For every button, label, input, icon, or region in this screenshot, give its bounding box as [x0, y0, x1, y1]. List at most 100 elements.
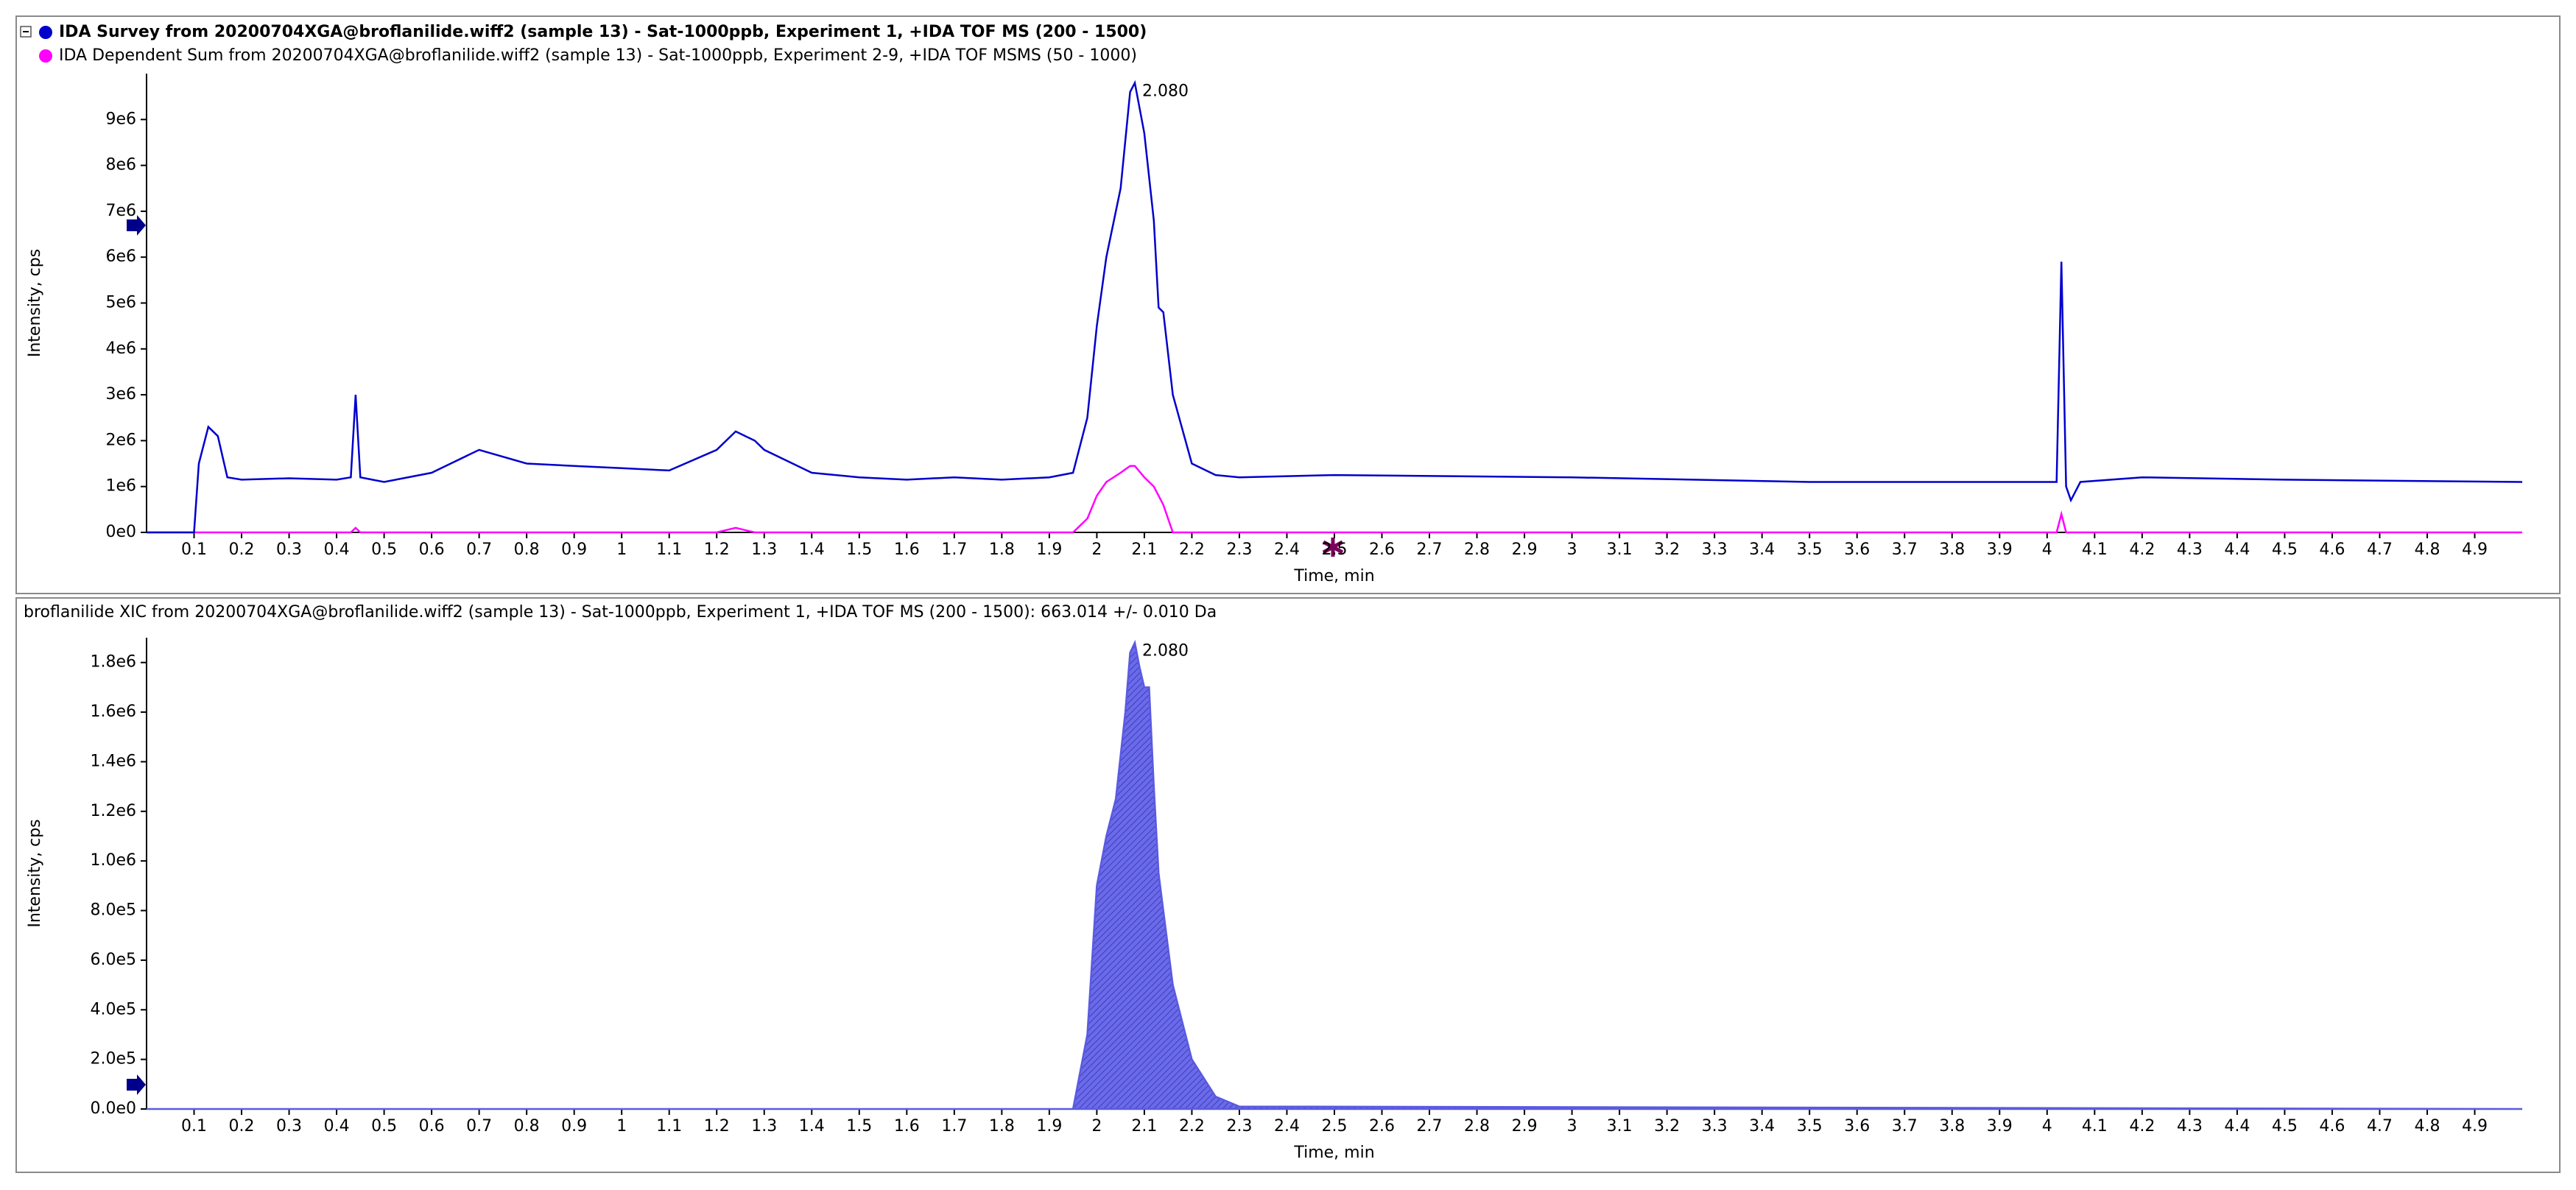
x-tick-label: 4.4: [2224, 1117, 2250, 1136]
x-tick-label: 1: [616, 541, 627, 559]
x-tick-label: 2.8: [1464, 541, 1490, 559]
x-tick-label: 2: [1091, 541, 1102, 559]
x-tick-label: 4.2: [2129, 541, 2155, 559]
x-tick-label: 0.2: [229, 541, 255, 559]
x-tick-label: 4.8: [2414, 1117, 2440, 1136]
x-axis-label: Time, min: [1293, 1144, 1374, 1162]
y-tick-label: 6.0e5: [90, 951, 136, 969]
x-tick-label: 4.7: [2367, 1117, 2393, 1136]
peak-label: 2.080: [1142, 642, 1189, 661]
x-tick-label: 1.3: [751, 541, 777, 559]
y-tick-label: 0.0e0: [90, 1099, 136, 1118]
x-tick-label: 3.5: [1797, 1117, 1823, 1136]
y-tick-label: 1.6e6: [90, 703, 136, 721]
y-tick-label: 5e6: [105, 294, 136, 312]
y-tick-label: 8.0e5: [90, 901, 136, 920]
legend-label: IDA Dependent Sum from 20200704XGA@brofl…: [59, 46, 1137, 65]
legend-label: IDA Survey from 20200704XGA@broflanilide…: [59, 23, 1147, 41]
y-axis-label: Intensity, cps: [26, 819, 44, 927]
x-tick-label: 3.1: [1607, 1117, 1633, 1136]
x-tick-label: 3.2: [1654, 1117, 1680, 1136]
x-tick-label: 1.8: [989, 1117, 1015, 1136]
x-tick-label: 4.1: [2082, 541, 2108, 559]
x-tick-label: 1.1: [656, 1117, 682, 1136]
x-tick-label: 3: [1567, 541, 1577, 559]
x-tick-label: 0.6: [419, 541, 445, 559]
x-tick-label: 1.7: [941, 1117, 967, 1136]
legend-marker: [39, 49, 52, 63]
y-tick-label: 0e0: [105, 523, 136, 541]
x-tick-label: 2.4: [1274, 541, 1300, 559]
x-tick-label: 1.4: [799, 1117, 825, 1136]
x-tick-label: 3.3: [1702, 541, 1728, 559]
y-tick-label: 3e6: [105, 385, 136, 404]
y-tick-label: 7e6: [105, 202, 136, 220]
panel-frame: [15, 597, 2561, 1173]
x-tick-label: 4.5: [2272, 1117, 2298, 1136]
x-tick-label: 0.8: [514, 541, 540, 559]
series-area: [147, 639, 2523, 1110]
x-tick-label: 0.4: [324, 541, 350, 559]
x-tick-label: 2.7: [1417, 541, 1443, 559]
y-tick-label: 2e6: [105, 431, 136, 449]
series-line: [147, 80, 2523, 534]
x-tick-label: 3.3: [1702, 1117, 1728, 1136]
x-tick-label: 1: [616, 1117, 627, 1136]
x-tick-label: 4.1: [2082, 1117, 2108, 1136]
x-tick-label: 2.3: [1226, 1117, 1252, 1136]
threshold-arrow[interactable]: [127, 215, 146, 236]
x-tick-label: 2.1: [1131, 1117, 1157, 1136]
x-tick-label: 2.6: [1369, 541, 1395, 559]
x-tick-label: 1.5: [846, 541, 872, 559]
x-tick-label: 3.4: [1749, 1117, 1775, 1136]
x-tick-label: 2.2: [1179, 1117, 1205, 1136]
peak-label: 2.080: [1142, 82, 1189, 100]
x-axis-label: Time, min: [1293, 567, 1374, 585]
x-tick-label: 2.6: [1369, 1117, 1395, 1136]
x-tick-label: 0.5: [371, 541, 397, 559]
x-tick-label: 0.9: [561, 1117, 587, 1136]
x-tick-label: 2.9: [1512, 1117, 1538, 1136]
x-tick-label: 4.6: [2319, 541, 2345, 559]
x-tick-label: 3.7: [1892, 541, 1918, 559]
x-tick-label: 4.3: [2177, 1117, 2203, 1136]
x-tick-label: 2.1: [1131, 541, 1157, 559]
x-tick-label: 3.6: [1844, 541, 1870, 559]
legend-marker: [39, 26, 52, 39]
x-tick-label: 2.8: [1464, 1117, 1490, 1136]
x-tick-label: 2.3: [1226, 541, 1252, 559]
x-tick-label: 2: [1091, 1117, 1102, 1136]
x-tick-label: 0.5: [371, 1117, 397, 1136]
y-tick-label: 8e6: [105, 156, 136, 175]
y-tick-label: 4.0e5: [90, 1000, 136, 1018]
x-tick-label: 3.2: [1654, 541, 1680, 559]
x-tick-label: 3.8: [1939, 1117, 1965, 1136]
x-tick-label: 4.7: [2367, 541, 2393, 559]
x-tick-label: 2.4: [1274, 1117, 1300, 1136]
x-tick-label: 4.5: [2272, 541, 2298, 559]
threshold-arrow[interactable]: [127, 1074, 146, 1095]
x-tick-label: 2.5: [1322, 1117, 1348, 1136]
x-tick-label: 3.6: [1844, 1117, 1870, 1136]
x-tick-label: 3.7: [1892, 1117, 1918, 1136]
y-tick-label: 4e6: [105, 339, 136, 358]
ida-marker: [1322, 538, 1344, 557]
x-tick-label: 0.8: [514, 1117, 540, 1136]
y-tick-label: 9e6: [105, 110, 136, 128]
y-tick-label: 6e6: [105, 247, 136, 266]
x-tick-label: 4: [2042, 541, 2052, 559]
x-tick-label: 4.8: [2414, 541, 2440, 559]
series-line: [147, 465, 2522, 534]
y-axis-label: Intensity, cps: [26, 249, 44, 357]
x-tick-label: 3.9: [1987, 541, 2013, 559]
y-tick-label: 1.0e6: [90, 851, 136, 870]
x-tick-label: 0.7: [466, 1117, 492, 1136]
x-tick-label: 3.9: [1987, 1117, 2013, 1136]
x-tick-label: 3.5: [1797, 541, 1823, 559]
x-tick-label: 0.6: [419, 1117, 445, 1136]
x-tick-label: 4.9: [2462, 541, 2488, 559]
x-tick-label: 1.9: [1036, 541, 1062, 559]
x-tick-label: 1.7: [941, 541, 967, 559]
